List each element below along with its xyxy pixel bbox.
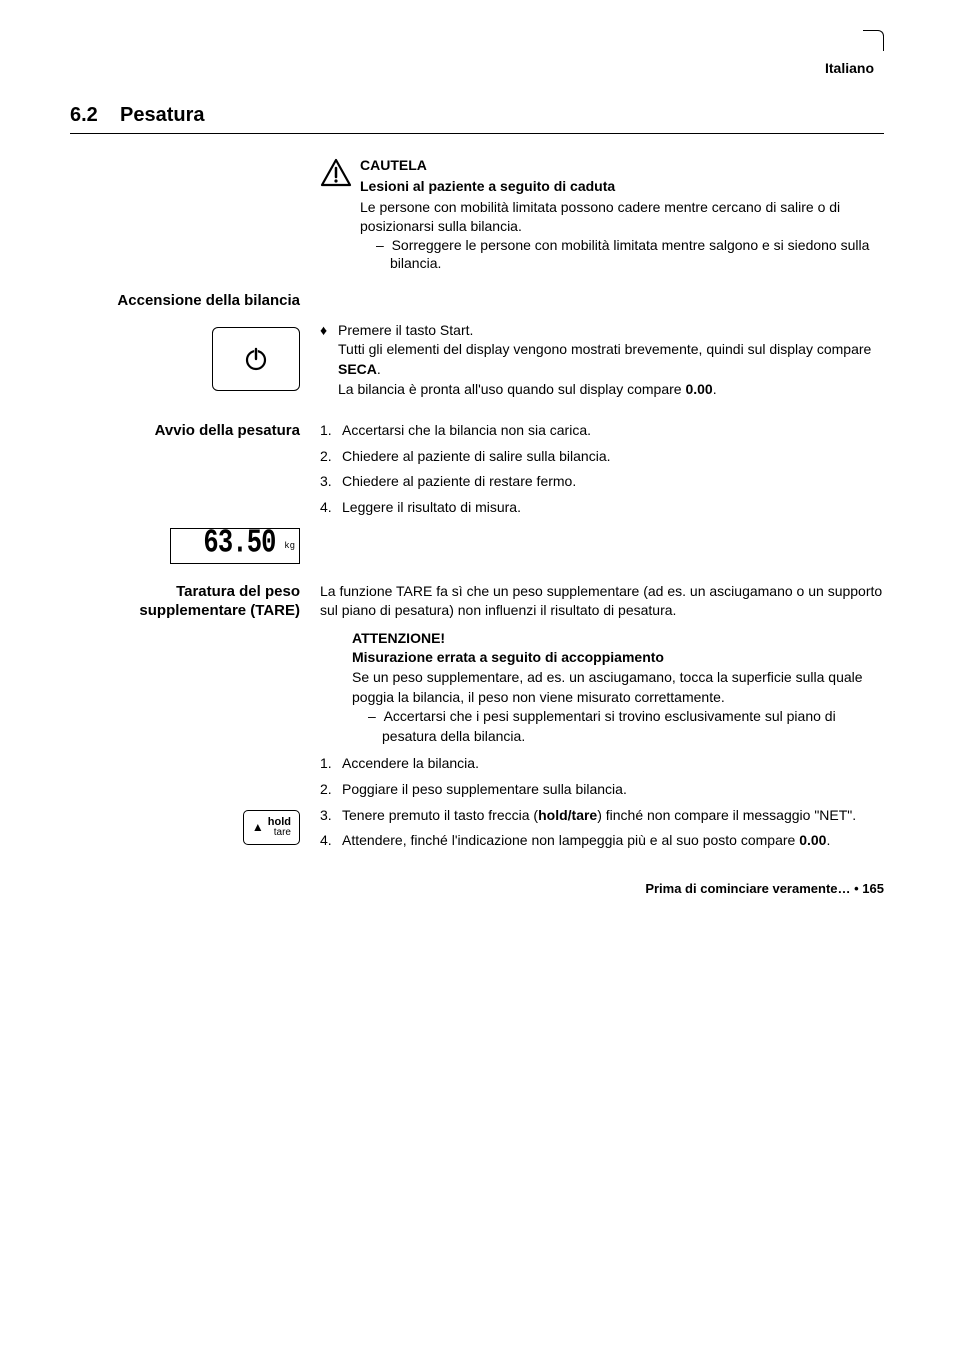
tare-steps-12: 1.Accendere la bilancia. 2.Poggiare il p…	[70, 754, 884, 805]
lcd-value: 63.50	[204, 527, 276, 560]
power-step-ready: La bilancia è pronta all'uso quando sul …	[338, 380, 884, 400]
attention-title: ATTENZIONE!	[352, 629, 884, 649]
tare-step-3: Tenere premuto il tasto freccia (hold/ta…	[342, 806, 856, 826]
power-on-heading: Accensione della bilancia	[70, 291, 300, 311]
attention-dash-item: – Accertarsi che i pesi supplementari si…	[368, 707, 884, 746]
tare-intro-block: Taratura del peso supplementare (TARE) L…	[70, 582, 884, 621]
step-num: 3.	[320, 806, 342, 826]
step-2: Chiedere al paziente di salire sulla bil…	[342, 447, 611, 467]
caution-dash-item: – Sorreggere le persone con mobilità lim…	[376, 236, 884, 274]
tare-step-4: Attendere, finché l'indicazione non lamp…	[342, 831, 830, 851]
caution-body: Le persone con mobilità limitata possono…	[360, 198, 884, 236]
step-num: 3.	[320, 472, 342, 492]
step-num: 4.	[320, 498, 342, 518]
start-weighing-block: Avvio della pesatura 1.Accertarsi che la…	[70, 421, 884, 523]
step-num: 4.	[320, 831, 342, 851]
step-num: 1.	[320, 754, 342, 774]
power-step-display: Tutti gli elementi del display vengono m…	[338, 340, 884, 379]
power-icon	[242, 345, 270, 373]
section-name: Pesatura	[120, 104, 205, 126]
tare-step-2: Poggiare il peso supplementare sulla bil…	[342, 780, 627, 800]
tare-step-1: Accendere la bilancia.	[342, 754, 479, 774]
step-1: Accertarsi che la bilancia non sia caric…	[342, 421, 591, 441]
hold-label: hold	[268, 817, 291, 828]
lcd-display-illustration: 63.50 kg	[170, 528, 300, 564]
section-number: 6.2	[70, 104, 98, 126]
step-num: 2.	[320, 447, 342, 467]
page-root: Italiano 6.2 Pesatura CAUTELA Lesioni al…	[0, 0, 954, 936]
step-num: 2.	[320, 780, 342, 800]
step-num: 1.	[320, 421, 342, 441]
caution-title: CAUTELA	[360, 156, 884, 175]
attention-body: Se un peso supplementare, ad es. un asci…	[352, 668, 884, 707]
start-weighing-heading: Avvio della pesatura	[70, 421, 300, 441]
footer-text: Prima di cominciare veramente… •	[645, 881, 862, 896]
lcd-row: 63.50 kg	[70, 528, 884, 564]
up-arrow-icon: ▲	[252, 821, 264, 833]
corner-decoration	[863, 30, 884, 51]
power-on-heading-row: Accensione della bilancia	[70, 291, 884, 311]
power-on-block: ♦ Premere il tasto Start. Tutti gli elem…	[70, 321, 884, 403]
attention-subtitle: Misurazione errata a seguito di accoppia…	[352, 648, 884, 668]
section-title: 6.2 Pesatura	[70, 104, 884, 134]
page-footer: Prima di cominciare veramente… • 165	[70, 881, 884, 896]
page-number: 165	[862, 881, 884, 896]
attention-block: ATTENZIONE! Misurazione errata a seguito…	[70, 629, 884, 747]
step-4: Leggere il risultato di misura.	[342, 498, 521, 518]
power-button-illustration	[212, 327, 300, 391]
tare-steps-34: ▲ hold tare 3. Tenere premuto il tasto f…	[70, 806, 884, 857]
tare-heading: Taratura del peso supplementare (TARE)	[70, 582, 300, 621]
caution-triangle-icon	[320, 156, 360, 193]
hold-tare-button-illustration: ▲ hold tare	[243, 810, 300, 845]
caution-block: CAUTELA Lesioni al paziente a seguito di…	[70, 156, 884, 273]
lcd-unit: kg	[284, 541, 295, 551]
tare-intro: La funzione TARE fa sì che un peso suppl…	[320, 582, 884, 621]
bullet-diamond: ♦	[320, 321, 338, 399]
caution-subtitle: Lesioni al paziente a seguito di caduta	[360, 177, 884, 196]
power-step-press: Premere il tasto Start.	[338, 321, 884, 341]
step-3: Chiedere al paziente di restare fermo.	[342, 472, 576, 492]
language-header: Italiano	[70, 60, 884, 76]
tare-label: tare	[268, 828, 291, 838]
